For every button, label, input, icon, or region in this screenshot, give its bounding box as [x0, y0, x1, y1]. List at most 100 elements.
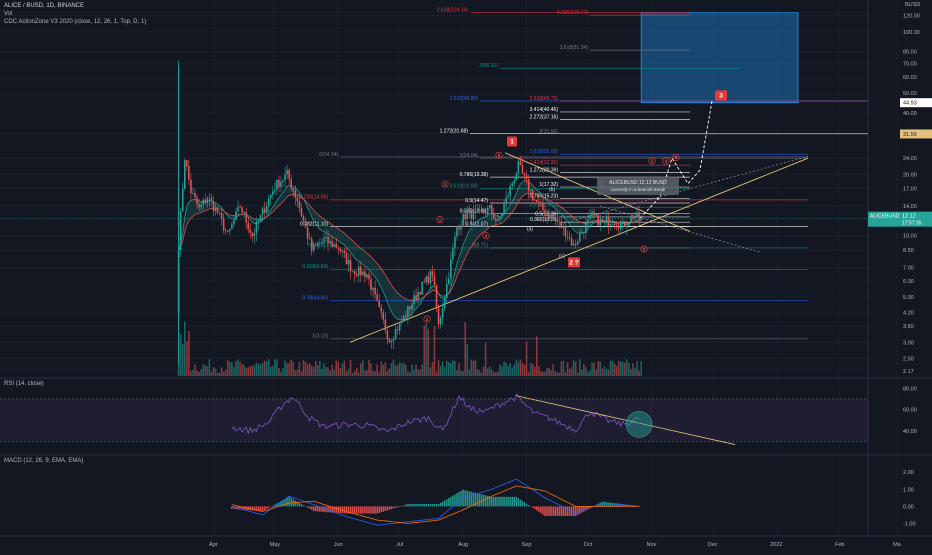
indicator-legend[interactable]: CDC ActionZone V3 2020 (close, 12, 26, 1… [4, 18, 146, 26]
wave-label: 2 [643, 247, 646, 252]
macd-histogram-bar [362, 506, 364, 514]
fib-level-label: 3.618(81.34) [560, 45, 589, 51]
time-axis-tick: May [270, 542, 281, 548]
candle-body [319, 243, 321, 245]
macd-histogram-bar [521, 500, 524, 507]
volume-bar [486, 368, 489, 376]
volume-bar [566, 362, 569, 376]
rsi-line [231, 393, 640, 435]
wave-label: 1 [439, 217, 442, 222]
candle-body [495, 219, 497, 221]
macd-histogram-bar [261, 506, 264, 512]
volume-bar [335, 360, 338, 376]
volume-bar [388, 368, 391, 376]
volume-bar [613, 363, 616, 376]
macd-histogram-bar [296, 501, 299, 507]
volume-bar [206, 366, 209, 376]
volume-bar [540, 371, 542, 376]
volume-bar [269, 366, 272, 376]
candle-body [454, 236, 456, 249]
candle-body [310, 238, 313, 251]
candle-body [536, 199, 538, 202]
wave-label: (a) [527, 227, 533, 233]
price-axis-tick: 14.00 [903, 204, 917, 210]
volume-bar [376, 364, 378, 376]
wave-label: 4 [485, 233, 488, 238]
macd-histogram-bar [486, 495, 489, 507]
candle-body [609, 224, 612, 227]
price-axis-tick: 2.17 [903, 369, 914, 375]
candle-body [231, 224, 233, 229]
rsi-title[interactable]: RSI (14, close) [4, 381, 44, 387]
macd-histogram-bar [300, 504, 303, 507]
volume-bar [306, 364, 309, 376]
candle-body [619, 223, 622, 229]
wave-circle [436, 216, 444, 224]
candle-body [486, 207, 489, 215]
volume-bar [628, 363, 630, 376]
macd-histogram-bar [398, 506, 401, 507]
macd-histogram-bar [472, 492, 475, 507]
candle-body [274, 189, 276, 192]
macd-histogram-bar [396, 506, 399, 508]
volume-bar [343, 360, 346, 376]
volume-bar [292, 361, 295, 376]
volume-bar [382, 364, 385, 376]
candle-body [186, 160, 188, 167]
candle-body [376, 294, 378, 301]
volume-bar [509, 363, 511, 376]
volume-bar [341, 363, 344, 376]
macd-histogram-bar [552, 506, 554, 516]
candle-body [546, 214, 548, 216]
candle-body [564, 226, 567, 237]
volume-bar [241, 363, 243, 376]
fib-level-label: 0.786(4.80) [302, 295, 328, 301]
volume-bar [521, 363, 524, 376]
macd-histogram-bar [372, 506, 374, 514]
candle-body [409, 306, 411, 310]
candle-body [585, 222, 587, 233]
price-axis-tick: 2.50 [903, 356, 914, 362]
volume-bar [186, 341, 188, 376]
volume-bar [229, 362, 231, 376]
candle-body [624, 221, 626, 228]
wave-circle [672, 153, 680, 162]
volume-bar [640, 361, 642, 376]
macd-histogram-bar [374, 506, 376, 514]
volume-bar [255, 362, 258, 376]
candle-body [216, 207, 219, 213]
candle-body [233, 219, 235, 225]
volume-legend[interactable]: Vol [4, 10, 12, 18]
volume-bar [562, 360, 565, 376]
fib-level-label: 0(24.34) [319, 152, 338, 158]
symbol-legend[interactable]: ALICE / BUSD, 1D, BINANCE [4, 2, 84, 10]
macd-histogram-bar [576, 506, 579, 515]
macd-histogram-bar [267, 506, 270, 508]
macd-histogram-bar [269, 506, 272, 507]
candle-body [437, 307, 440, 325]
volume-bar [294, 370, 297, 376]
candle-body [450, 259, 452, 279]
candle-body [190, 179, 192, 194]
candle-body [484, 213, 487, 215]
macd-histogram-bar [503, 496, 505, 507]
volume-bar [417, 369, 419, 376]
macd-title[interactable]: MACD (12, 26, 9, EMA, EMA) [4, 458, 84, 464]
candle-body [587, 218, 589, 223]
macd-histogram-bar [265, 506, 268, 509]
candle-body [194, 193, 196, 198]
candle-body [525, 175, 528, 180]
volume-bar [626, 359, 628, 376]
candle-body [337, 247, 340, 249]
macd-histogram-bar [310, 506, 313, 510]
macd-histogram-bar [495, 496, 497, 507]
macd-histogram-bar [448, 498, 450, 507]
price-axis-tick: 8.50 [903, 248, 914, 254]
volume-bar [231, 362, 233, 376]
rsi-band [0, 398, 868, 442]
volume-bar [315, 360, 317, 376]
volume-bar [351, 372, 354, 376]
volume-bar [470, 359, 473, 376]
